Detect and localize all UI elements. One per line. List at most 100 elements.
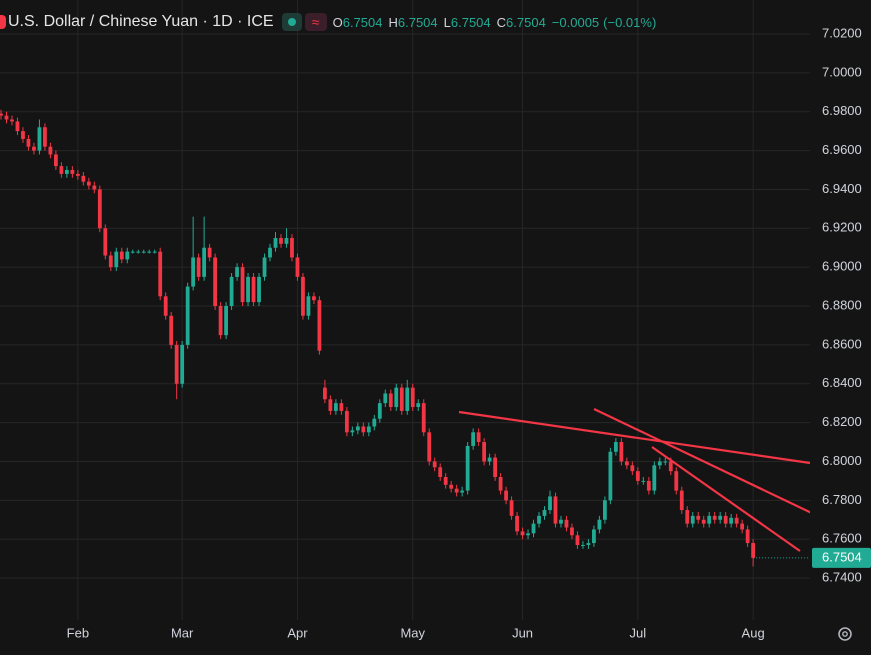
candle-body bbox=[229, 276, 234, 307]
candle-body bbox=[570, 527, 574, 536]
candle-body bbox=[26, 138, 31, 147]
candle-body bbox=[213, 257, 218, 307]
candle-body bbox=[43, 127, 47, 147]
candle-body bbox=[504, 490, 508, 501]
last-price-box bbox=[812, 547, 871, 568]
candle-body bbox=[246, 276, 250, 303]
y-tick-label: 6.9200 bbox=[822, 220, 862, 235]
candle-body bbox=[240, 267, 245, 303]
candle-body bbox=[745, 529, 750, 544]
candle-body bbox=[575, 535, 580, 546]
candle-body bbox=[295, 257, 300, 277]
compare-toggle[interactable]: ≈ bbox=[304, 13, 327, 31]
candle-body bbox=[531, 523, 536, 534]
candle-body bbox=[482, 442, 487, 462]
candle-body bbox=[657, 461, 662, 466]
candle-body bbox=[663, 461, 668, 463]
candle-body bbox=[251, 276, 256, 303]
y-tick-label: 6.9400 bbox=[822, 181, 862, 196]
candle-body bbox=[624, 461, 629, 466]
candle-body bbox=[70, 170, 75, 174]
symbol-title[interactable]: U.S. Dollar / Chinese Yuan · 1D · ICE bbox=[8, 13, 274, 30]
candle-body bbox=[427, 432, 432, 462]
grid bbox=[0, 0, 810, 620]
settings-icon[interactable] bbox=[838, 627, 852, 641]
candle-body bbox=[542, 510, 547, 516]
candle-body bbox=[509, 500, 514, 516]
candle-body bbox=[59, 166, 64, 174]
candle-body bbox=[493, 457, 497, 477]
candle-body bbox=[559, 519, 563, 524]
candle-body bbox=[92, 185, 97, 190]
candle-body bbox=[301, 276, 305, 316]
candle-body bbox=[592, 529, 596, 544]
y-tick-label: 6.9600 bbox=[822, 142, 862, 157]
gear-outer[interactable] bbox=[838, 627, 852, 641]
candle-body bbox=[701, 519, 706, 524]
symbol-icon bbox=[0, 15, 6, 29]
candle-body bbox=[64, 170, 69, 174]
y-tick-label: 7.0000 bbox=[822, 64, 862, 79]
candle-body bbox=[284, 238, 289, 244]
candle-body bbox=[268, 247, 272, 258]
candle-body bbox=[449, 484, 454, 489]
gear-inner[interactable] bbox=[842, 631, 848, 637]
candle-body bbox=[202, 247, 207, 277]
candle-body bbox=[180, 344, 185, 384]
candle-body bbox=[630, 465, 635, 472]
visibility-toggle[interactable] bbox=[281, 13, 302, 31]
trend-line[interactable] bbox=[593, 408, 821, 518]
candle-body bbox=[548, 496, 552, 511]
candle-body bbox=[54, 154, 58, 167]
candle-body bbox=[460, 490, 465, 493]
candle-body bbox=[405, 387, 410, 411]
candle-body bbox=[10, 119, 14, 122]
candle-body bbox=[15, 121, 20, 132]
candle-body bbox=[399, 387, 404, 411]
candle-body bbox=[108, 255, 113, 268]
ohlc-key: O bbox=[332, 14, 343, 30]
candle-body bbox=[262, 257, 267, 277]
x-tick-label: May bbox=[400, 625, 425, 640]
candle-body bbox=[465, 445, 470, 491]
y-tick-label: 6.7800 bbox=[822, 492, 862, 507]
candle-body bbox=[174, 344, 179, 384]
axis: 7.0200 7.0000 6.9800 6.9600 6.9400 6.9200 6.90… bbox=[67, 0, 871, 655]
candle-body bbox=[454, 488, 459, 493]
candle-body bbox=[564, 519, 569, 528]
ohlc-value: 6.7504 bbox=[506, 14, 546, 30]
price-axis-panel bbox=[810, 0, 871, 655]
candle-body bbox=[410, 387, 415, 408]
candle-body bbox=[696, 515, 701, 520]
candles bbox=[0, 109, 810, 567]
candle-body bbox=[383, 393, 388, 404]
candle-body bbox=[32, 146, 36, 151]
candle-body bbox=[685, 510, 690, 524]
candle-body bbox=[679, 490, 684, 511]
candle-body bbox=[515, 515, 519, 532]
y-tick-label: 6.8200 bbox=[822, 414, 862, 429]
candle-body bbox=[224, 306, 228, 336]
candle-body bbox=[37, 127, 42, 151]
candle-body bbox=[613, 442, 618, 452]
y-tick-label: 7.0200 bbox=[822, 25, 862, 40]
candle-body bbox=[257, 276, 261, 303]
ohlc-value: 6.7504 bbox=[450, 14, 491, 30]
candle-body bbox=[196, 257, 201, 277]
candle-body bbox=[734, 517, 739, 524]
candle-body bbox=[333, 403, 338, 411]
candle-body bbox=[48, 146, 53, 155]
candle-body bbox=[443, 476, 448, 485]
candle-body bbox=[635, 471, 640, 481]
trend-line[interactable] bbox=[458, 410, 811, 465]
trend-line[interactable] bbox=[651, 446, 801, 552]
candle-body bbox=[147, 251, 152, 253]
candle-body bbox=[553, 496, 558, 524]
y-tick-label: 6.7600 bbox=[822, 531, 862, 546]
candle-body bbox=[207, 247, 212, 258]
ohlc-key: H bbox=[388, 14, 398, 30]
candle-body bbox=[476, 432, 481, 443]
